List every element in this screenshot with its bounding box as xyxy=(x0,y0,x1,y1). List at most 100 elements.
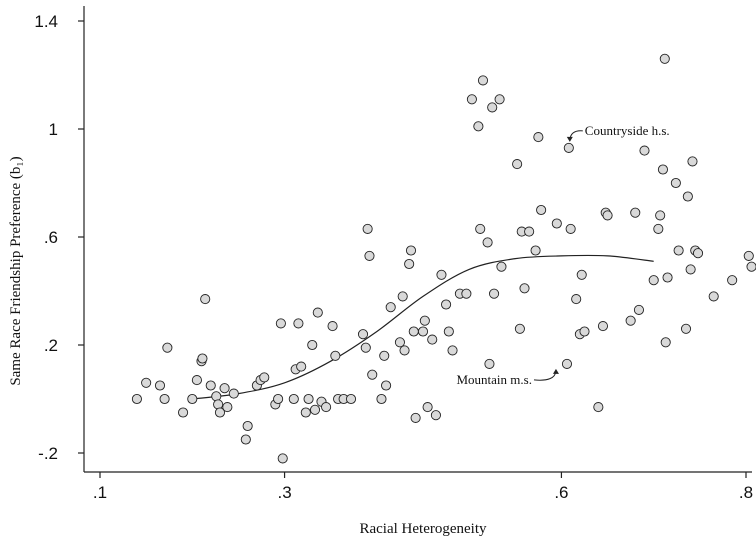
data-point xyxy=(275,318,286,329)
data-point xyxy=(385,302,396,313)
data-point xyxy=(288,393,299,405)
data-point xyxy=(475,223,486,234)
data-point xyxy=(673,245,684,256)
data-point xyxy=(417,326,429,337)
data-point xyxy=(362,223,373,234)
data-point xyxy=(211,391,222,402)
data-point xyxy=(397,291,408,302)
x-tick-label: .6 xyxy=(554,483,568,502)
data-point xyxy=(405,245,417,256)
data-point xyxy=(379,350,390,361)
data-point xyxy=(447,345,458,356)
data-point xyxy=(659,53,670,64)
y-tick-label: -.2 xyxy=(38,444,58,463)
data-point xyxy=(242,420,253,432)
data-point xyxy=(178,407,189,418)
data-point xyxy=(657,164,668,175)
x-tick-label: .1 xyxy=(93,483,107,502)
data-point xyxy=(443,326,454,337)
data-point xyxy=(213,399,224,410)
annotation-arrowhead xyxy=(566,136,573,142)
data-point xyxy=(512,159,523,170)
data-point xyxy=(494,94,505,105)
data-point xyxy=(565,223,576,234)
data-point xyxy=(655,210,666,221)
data-point xyxy=(228,388,239,399)
data-point xyxy=(410,412,421,423)
data-point xyxy=(273,393,284,405)
data-point xyxy=(381,380,392,391)
fit-line-group xyxy=(192,254,654,400)
x-axis-label: Racial Heterogeneity xyxy=(359,521,487,537)
data-point xyxy=(162,342,173,353)
data-point xyxy=(240,434,251,445)
tick-group: -.2 .2 .6 1 1.4 .1 .3 .6 .8 xyxy=(34,12,753,502)
x-tick-label: .8 xyxy=(739,483,753,502)
data-point xyxy=(307,339,318,351)
data-point xyxy=(571,294,582,305)
annotations-group: Countryside h.s. Mountain m.s. xyxy=(456,123,669,387)
data-point xyxy=(662,272,673,283)
axes xyxy=(83,6,752,473)
data-point xyxy=(482,237,493,248)
annotation-arrow xyxy=(533,370,557,381)
data-point xyxy=(653,223,664,234)
data-point xyxy=(670,177,681,189)
data-point xyxy=(687,156,698,167)
data-point xyxy=(131,393,142,405)
x-tick-label: .3 xyxy=(277,483,291,502)
data-point xyxy=(430,410,441,421)
data-point xyxy=(187,393,198,405)
data-point xyxy=(303,393,314,405)
annotation-label: Mountain m.s. xyxy=(456,372,531,387)
data-point xyxy=(277,453,288,464)
data-point xyxy=(593,402,604,413)
data-point xyxy=(293,318,304,329)
data-point xyxy=(345,393,357,405)
data-point xyxy=(200,294,211,305)
annotation-arrowhead xyxy=(552,368,559,374)
data-point xyxy=(367,369,378,380)
data-point xyxy=(708,291,719,302)
data-point xyxy=(360,342,371,353)
data-point xyxy=(524,226,535,237)
data-point xyxy=(489,288,500,299)
data-point xyxy=(682,191,693,202)
data-point xyxy=(625,315,636,326)
data-point xyxy=(364,250,375,261)
data-point xyxy=(514,323,525,334)
data-point xyxy=(579,326,590,337)
data-point xyxy=(533,132,544,143)
data-point xyxy=(602,210,613,221)
y-axis-label: Same Race Friendship Preference (b₁) xyxy=(8,156,24,385)
data-point xyxy=(300,407,311,418)
data-point xyxy=(487,102,498,113)
y-tick-label: 1.4 xyxy=(34,12,58,31)
data-point xyxy=(408,326,419,337)
data-point xyxy=(419,315,430,326)
y-tick-label: .6 xyxy=(44,228,58,247)
data-point xyxy=(685,264,696,275)
y-tick-label: 1 xyxy=(49,120,58,139)
data-point xyxy=(357,329,369,340)
data-point xyxy=(141,377,152,388)
data-point xyxy=(692,248,704,259)
data-point xyxy=(477,75,489,86)
data-point xyxy=(746,261,756,272)
data-point xyxy=(436,269,447,280)
data-point xyxy=(330,350,341,361)
data-point xyxy=(633,304,644,315)
data-point xyxy=(427,334,438,345)
data-point xyxy=(376,393,387,405)
data-point xyxy=(561,358,573,369)
data-point xyxy=(473,121,484,132)
y-tick-label: .2 xyxy=(44,336,58,355)
data-point xyxy=(159,393,170,405)
data-point xyxy=(205,380,216,391)
data-point xyxy=(296,361,307,372)
data-point xyxy=(422,402,433,413)
data-point xyxy=(536,204,547,216)
data-point xyxy=(519,283,530,294)
data-point xyxy=(191,375,202,386)
